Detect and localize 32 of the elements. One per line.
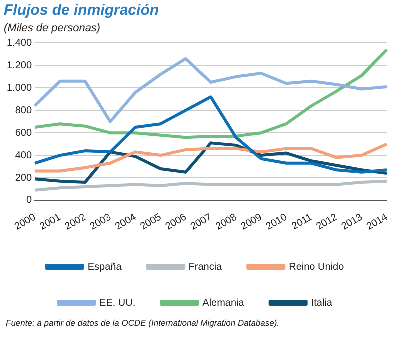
x-tick-label: 2004 bbox=[114, 212, 139, 233]
legend-label: Italia bbox=[311, 298, 333, 309]
y-tick-label: 0 bbox=[26, 195, 32, 206]
y-tick-label: 1.000 bbox=[6, 82, 32, 94]
y-tick-label: 1.200 bbox=[6, 60, 32, 72]
x-tick-label: 2001 bbox=[38, 212, 64, 233]
legend-label: Francia bbox=[188, 262, 223, 273]
x-tick-label: 2013 bbox=[340, 212, 366, 233]
x-tick-label: 2007 bbox=[189, 212, 214, 233]
legend-label: EE. UU. bbox=[100, 298, 136, 309]
chart-title: Flujos de inmigración bbox=[4, 2, 160, 20]
y-tick-label: 200 bbox=[15, 172, 32, 184]
y-tick-label: 400 bbox=[15, 150, 32, 162]
y-tick-label: 1.400 bbox=[6, 38, 32, 49]
x-tick-label: 2003 bbox=[88, 212, 114, 233]
source-note: Fuente: a partir de datos de la OCDE (International Migration Database). bbox=[6, 318, 281, 328]
x-tick-label: 2000 bbox=[13, 212, 38, 233]
x-tick-label: 2002 bbox=[63, 212, 89, 233]
x-tick-label: 2010 bbox=[264, 212, 290, 233]
legend-label: Reino Unido bbox=[289, 262, 345, 273]
x-tick-label: 2011 bbox=[290, 212, 315, 232]
x-tick-label: 2014 bbox=[365, 212, 390, 233]
legend-label: Alemania bbox=[202, 298, 245, 309]
x-tick-label: 2006 bbox=[164, 212, 190, 233]
x-tick-label: 2008 bbox=[214, 212, 240, 233]
y-tick-label: 800 bbox=[15, 105, 32, 116]
chart-subtitle: (Miles de personas) bbox=[4, 22, 101, 35]
x-tick-label: 2012 bbox=[314, 212, 340, 233]
y-tick-label: 600 bbox=[15, 128, 32, 139]
x-tick-label: 2005 bbox=[138, 212, 164, 233]
x-tick-label: 2009 bbox=[239, 212, 265, 233]
legend-label: España bbox=[88, 262, 122, 273]
